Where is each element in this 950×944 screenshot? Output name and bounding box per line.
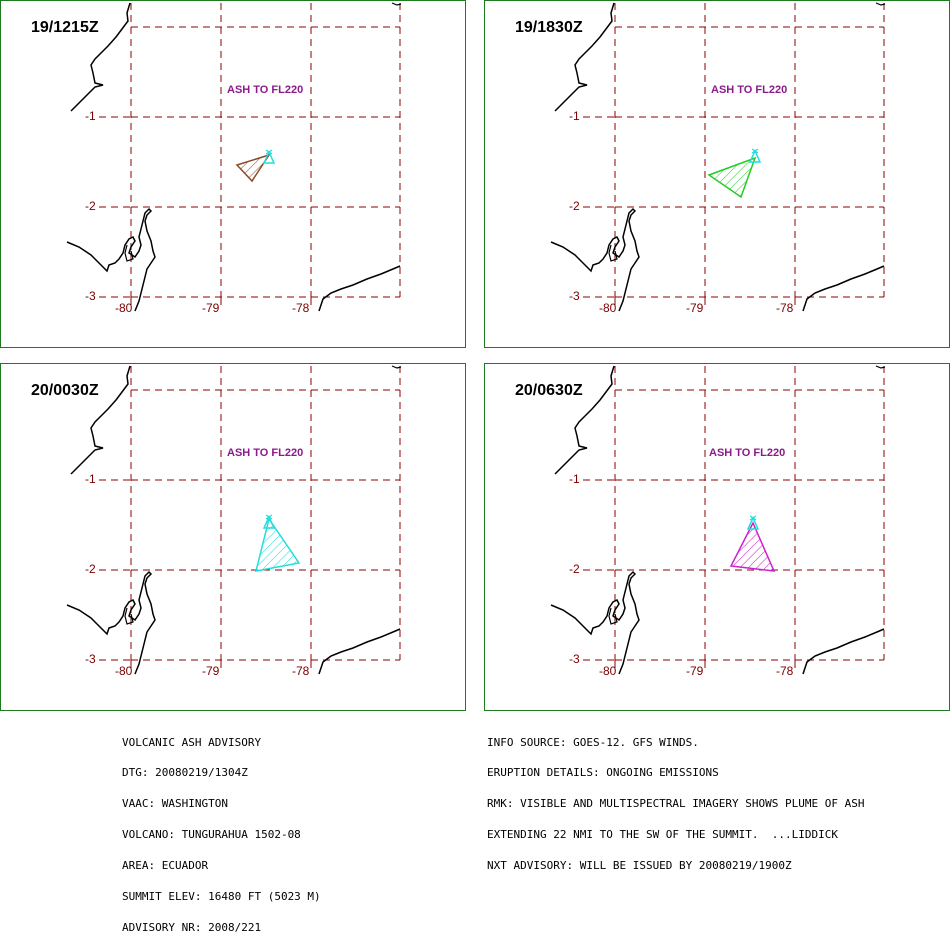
- coastline-north: [554, 365, 615, 475]
- advisory-remark: RMK: VISIBLE AND MULTISPECTRAL IMAGERY S…: [487, 797, 865, 811]
- advisory-summit-elev: SUMMIT ELEV: 16480 FT (5023 M): [122, 890, 321, 904]
- coastline-south: [318, 628, 401, 675]
- lon-label-2: -79: [686, 301, 704, 315]
- map-panel-2: 19/1830Z ASH TO FL220 -1 -2 -3 -80 -79 -…: [484, 0, 950, 348]
- panel-time: 19/1830Z: [515, 19, 583, 36]
- volcano-marker: [746, 516, 760, 530]
- lon-label-1: -80: [599, 664, 617, 678]
- coastline-south: [802, 265, 885, 312]
- lat-label-3: -3: [569, 289, 580, 303]
- coastline-corner: [391, 2, 402, 6]
- ash-label: ASH TO FL220: [711, 84, 788, 96]
- panel-time: 20/0630Z: [515, 382, 583, 399]
- ash-plume: [729, 521, 776, 572]
- ash-plume: [235, 153, 271, 183]
- coastline-gulf: [66, 570, 156, 675]
- lon-label-1: -80: [115, 301, 133, 315]
- advisory-number: ADVISORY NR: 2008/221: [122, 920, 262, 934]
- advisory-details-block: INFO SOURCE: GOES-12. GFS WINDS. ERUPTIO…: [487, 717, 865, 882]
- ash-label: ASH TO FL220: [709, 447, 786, 459]
- advisory-title: VOLCANIC ASH ADVISORY: [122, 735, 262, 749]
- map-canvas: [66, 2, 402, 312]
- volcano-marker: [262, 150, 276, 164]
- advisory-eruption-details: ERUPTION DETAILS: ONGOING EMISSIONS: [487, 766, 719, 780]
- advisory-next: NXT ADVISORY: WILL BE ISSUED BY 20080219…: [487, 859, 792, 873]
- lat-label-2: -2: [85, 562, 96, 576]
- lat-label-2: -2: [569, 562, 580, 576]
- coastline-island: [124, 607, 134, 625]
- advisory-remark-cont: EXTENDING 22 NMI TO THE SW OF THE SUMMIT…: [487, 828, 838, 842]
- lon-label-2: -79: [202, 664, 220, 678]
- coastline-corner: [875, 365, 886, 369]
- map-panel-3: 20/0030Z ASH TO FL220 -1 -2 -3 -80 -79 -…: [0, 363, 466, 711]
- coastline-gulf: [550, 570, 640, 675]
- volcano-marker-tick: [751, 148, 759, 154]
- coastline-north: [70, 2, 131, 112]
- lat-label-2: -2: [85, 199, 96, 213]
- volcano-marker-tick: [265, 149, 273, 155]
- volcano-marker: [262, 515, 276, 529]
- lat-label-3: -3: [569, 652, 580, 666]
- coastline-south: [802, 628, 885, 675]
- lon-label-1: -80: [115, 664, 133, 678]
- lat-label-2: -2: [569, 199, 580, 213]
- advisory-vaac: VAAC: WASHINGTON: [122, 797, 228, 811]
- coastline-gulf: [66, 207, 156, 312]
- volcano-marker: [748, 149, 762, 163]
- lat-label-1: -1: [569, 472, 580, 486]
- volcano-marker-tick: [265, 514, 273, 520]
- advisory-info-source: INFO SOURCE: GOES-12. GFS WINDS.: [487, 735, 699, 749]
- map-canvas: [550, 365, 886, 675]
- coastline-south: [318, 265, 401, 312]
- lon-label-2: -79: [202, 301, 220, 315]
- lon-label-3: -78: [292, 301, 310, 315]
- panel-time: 19/1215Z: [31, 19, 99, 36]
- ash-label: ASH TO FL220: [227, 84, 304, 96]
- map-canvas: [550, 2, 886, 312]
- lat-label-3: -3: [85, 652, 96, 666]
- coastline-corner: [875, 2, 886, 6]
- coastline-island: [608, 607, 618, 625]
- lat-label-1: -1: [85, 472, 96, 486]
- map-panel-4: 20/0630Z ASH TO FL220 -1 -2 -3 -80 -79 -…: [484, 363, 950, 711]
- map-panel-1: 19/1215Z ASH TO FL220 -1 -2 -3 -80 -79 -…: [0, 0, 466, 348]
- coastline-island: [124, 244, 134, 262]
- lon-label-3: -78: [292, 664, 310, 678]
- advisory-volcano: VOLCANO: TUNGURAHUA 1502-08: [122, 828, 301, 842]
- coastline-island: [608, 244, 618, 262]
- coastline-corner: [391, 365, 402, 369]
- lat-label-3: -3: [85, 289, 96, 303]
- advisory-area: AREA: ECUADOR: [122, 859, 209, 873]
- lat-label-1: -1: [569, 109, 580, 123]
- ash-plume: [254, 517, 301, 572]
- lon-label-2: -79: [686, 664, 704, 678]
- lat-label-1: -1: [85, 109, 96, 123]
- ash-plume: [707, 156, 757, 199]
- panel-time: 20/0030Z: [31, 382, 99, 399]
- volcano-marker-tick: [749, 515, 757, 521]
- ash-label: ASH TO FL220: [227, 447, 304, 459]
- coastline-north: [554, 2, 615, 112]
- lon-label-1: -80: [599, 301, 617, 315]
- advisory-dtg: DTG: 20080219/1304Z: [122, 766, 248, 780]
- coastline-gulf: [550, 207, 640, 312]
- lon-label-3: -78: [776, 664, 794, 678]
- advisory-header-block: VOLCANIC ASH ADVISORY DTG: 20080219/1304…: [122, 717, 321, 944]
- map-canvas: [66, 365, 402, 675]
- coastline-north: [70, 365, 131, 475]
- lon-label-3: -78: [776, 301, 794, 315]
